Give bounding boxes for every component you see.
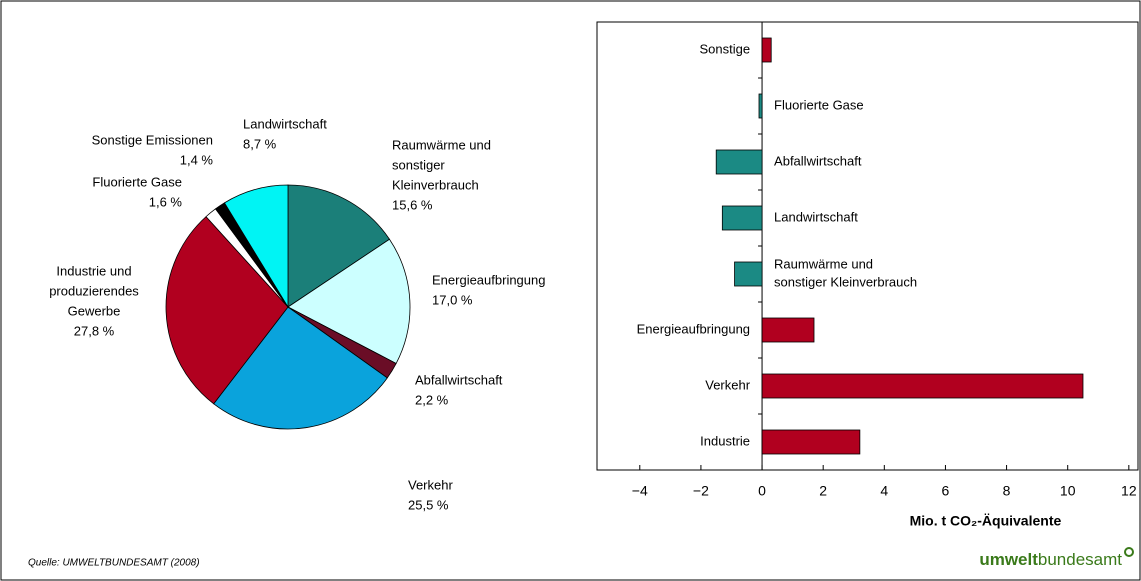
bar <box>721 205 763 231</box>
slice-label: Sonstige Emissionen <box>92 132 213 147</box>
bar <box>734 261 763 287</box>
logo-mark <box>1124 547 1134 557</box>
logo-regular: bundesamt <box>1038 550 1122 569</box>
x-tick-label: 10 <box>1060 483 1076 499</box>
x-tick-label: −4 <box>632 483 648 499</box>
slice-label: Fluorierte Gase <box>92 174 182 189</box>
x-axis-label: Mio. t CO₂-Äquivalente <box>910 513 1062 529</box>
bar-label: Verkehr <box>705 377 750 392</box>
slice-label: Landwirtschaft <box>243 116 327 131</box>
slice-label: Gewerbe <box>68 303 121 318</box>
plot-box <box>596 21 1139 471</box>
x-tick-label: 8 <box>1003 483 1011 499</box>
pie-slice <box>165 216 289 405</box>
x-tick-label: 0 <box>758 483 766 499</box>
bar-label: Sonstige <box>699 41 750 56</box>
slice-value-label: 25,5 % <box>408 497 449 512</box>
logo: umweltbundesamt <box>979 550 1122 569</box>
x-tick-label: −2 <box>693 483 709 499</box>
slice-value-label: 8,7 % <box>243 136 277 151</box>
x-tick-label: 6 <box>942 483 950 499</box>
slice-label: Verkehr <box>408 477 453 492</box>
source: Quelle: UMWELTBUNDESAMT (2008) <box>28 558 200 569</box>
bar <box>761 373 1084 399</box>
slice-value-label: 1,6 % <box>149 194 183 209</box>
pie-slice <box>223 184 289 309</box>
bar-label: Abfallwirtschaft <box>774 153 862 168</box>
slice-label: Abfallwirtschaft <box>415 372 503 387</box>
bar-label: Industrie <box>700 433 750 448</box>
bar <box>715 149 763 175</box>
pie-slice <box>213 306 388 430</box>
slice-value-label: 27,8 % <box>74 323 115 338</box>
logo-bold: umwelt <box>979 550 1038 569</box>
slice-label: Energieaufbringung <box>432 272 545 287</box>
slice-value-label: 17,0 % <box>432 292 473 307</box>
bar-label: Fluorierte Gase <box>774 97 864 112</box>
slice-label: Industrie und <box>56 263 131 278</box>
slice-label: sonstiger <box>392 157 445 172</box>
pie-slice <box>287 184 391 308</box>
slice-label: Raumwärme und <box>392 137 491 152</box>
x-tick-label: 2 <box>819 483 827 499</box>
pie-slice <box>287 238 411 365</box>
slice-label: Kleinverbrauch <box>392 177 479 192</box>
x-tick-label: 4 <box>880 483 888 499</box>
bar-label: Raumwärme und <box>774 256 873 271</box>
slice-value-label: 2,2 % <box>415 392 449 407</box>
bar-label: sonstiger Kleinverbrauch <box>774 274 917 289</box>
slice-value-label: 15,6 % <box>392 197 433 212</box>
bar <box>761 429 861 455</box>
bar-label: Landwirtschaft <box>774 209 858 224</box>
bar <box>758 93 763 119</box>
bar <box>761 37 772 63</box>
slice-label: produzierendes <box>49 283 139 298</box>
bar-label: Energieaufbringung <box>637 321 750 336</box>
slice-value-label: 1,4 % <box>180 152 214 167</box>
x-tick-label: 12 <box>1121 483 1137 499</box>
bar <box>761 317 815 343</box>
